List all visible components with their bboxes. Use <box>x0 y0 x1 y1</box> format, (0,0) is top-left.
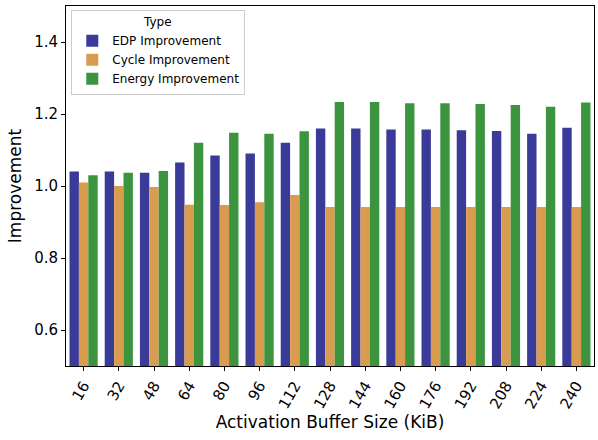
svg-text:1.2: 1.2 <box>34 105 58 123</box>
svg-text:48: 48 <box>139 378 164 404</box>
svg-text:64: 64 <box>174 378 199 404</box>
svg-text:192: 192 <box>451 378 481 412</box>
svg-text:32: 32 <box>104 378 129 404</box>
svg-text:176: 176 <box>416 378 446 412</box>
svg-text:1.0: 1.0 <box>34 177 58 195</box>
svg-text:96: 96 <box>244 378 269 404</box>
svg-text:Type: Type <box>143 15 172 29</box>
svg-text:160: 160 <box>380 378 410 412</box>
svg-text:240: 240 <box>556 378 586 412</box>
svg-text:208: 208 <box>486 378 516 412</box>
svg-text:Cycle Improvement: Cycle Improvement <box>112 53 230 67</box>
svg-text:80: 80 <box>209 378 234 404</box>
svg-text:Energy Improvement: Energy Improvement <box>112 72 239 86</box>
svg-text:0.8: 0.8 <box>34 249 58 267</box>
svg-text:112: 112 <box>275 378 305 412</box>
svg-text:1.4: 1.4 <box>34 33 58 51</box>
svg-text:16: 16 <box>68 378 93 404</box>
svg-text:EDP Improvement: EDP Improvement <box>112 34 221 48</box>
svg-text:144: 144 <box>345 378 375 412</box>
svg-text:128: 128 <box>310 378 340 412</box>
svg-text:Improvement: Improvement <box>5 128 25 243</box>
svg-text:Activation Buffer Size (KiB): Activation Buffer Size (KiB) <box>216 412 445 432</box>
svg-text:0.6: 0.6 <box>34 321 58 339</box>
svg-text:224: 224 <box>521 378 551 412</box>
